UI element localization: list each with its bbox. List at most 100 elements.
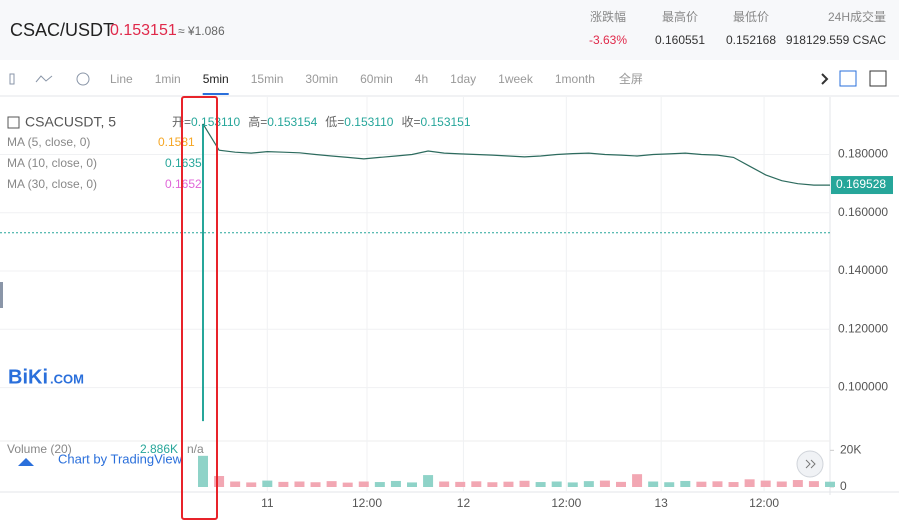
- volume-tick-label: 0: [840, 479, 847, 493]
- volume-bar: [390, 480, 401, 487]
- study-name: MA (10, close, 0): [7, 156, 97, 170]
- volume-bar: [294, 481, 305, 487]
- ohlc-label: 收=: [401, 115, 420, 129]
- interval-tab[interactable]: 1month: [555, 72, 595, 86]
- stat-value: -3.63%: [589, 33, 627, 47]
- y-tick-label: 0.180000: [838, 147, 888, 161]
- highlight-box: [181, 96, 218, 520]
- volume-bar: [310, 482, 321, 487]
- interval-tab[interactable]: Line: [110, 72, 133, 86]
- y-tick-label: 0.160000: [838, 205, 888, 219]
- volume-bar: [358, 481, 369, 487]
- ohlc-label: 低=: [325, 115, 344, 129]
- x-tick-label: 12: [457, 496, 471, 510]
- ohlc-value: 0.153154: [267, 115, 317, 129]
- go-latest-arrow: [805, 459, 816, 469]
- volume-bar: [744, 479, 755, 487]
- logo-suffix: .COM: [50, 371, 84, 386]
- scroll-right[interactable]: [821, 73, 829, 85]
- volume-value: 2.886K: [140, 442, 178, 456]
- stat-label: 最高价: [662, 9, 698, 24]
- candle-icon[interactable]: [9, 73, 15, 85]
- depth-icon[interactable]: [869, 70, 887, 87]
- last-price: 0.153151: [110, 22, 177, 39]
- x-tick-label: 13: [655, 496, 669, 510]
- stat-value: 918129.559 CSAC: [786, 33, 886, 47]
- study-value: 0.1635: [165, 156, 202, 170]
- study-name: MA (30, close, 0): [7, 177, 97, 191]
- interval-tab[interactable]: 1week: [498, 72, 534, 86]
- ohlc-value: 0.153110: [344, 115, 393, 129]
- volume-bar: [503, 481, 514, 487]
- volume-bar: [519, 480, 530, 487]
- stat-label: 24H成交量: [828, 9, 886, 24]
- volume-bar: [616, 481, 626, 487]
- volume-bar: [664, 482, 675, 487]
- study-name: MA (5, close, 0): [7, 135, 90, 149]
- x-tick-label: 12:00: [749, 496, 779, 510]
- y-tick-label: 0.140000: [838, 263, 888, 277]
- volume-bar: [455, 481, 466, 487]
- volume-bar: [423, 475, 434, 487]
- volume-bar: [342, 482, 353, 487]
- line-icon[interactable]: [35, 75, 53, 83]
- symbol: CSACUSDT, 5: [25, 114, 116, 130]
- study-value: 0.1652: [165, 177, 202, 191]
- volume-bar: [712, 481, 723, 487]
- collapse-box: [7, 116, 20, 129]
- header-bg: [0, 0, 899, 60]
- volume-bar: [535, 482, 546, 487]
- volume-bar: [728, 482, 739, 487]
- y-tick-label: 0.120000: [838, 321, 888, 335]
- pair: CSAC/USDT: [10, 20, 114, 40]
- tv-logo: [18, 458, 34, 466]
- study-value: 0.1581: [158, 135, 195, 149]
- interval-tab[interactable]: 全屏: [619, 71, 643, 86]
- settings-icon[interactable]: [76, 72, 90, 86]
- volume-bar: [696, 481, 707, 487]
- x-tick-label: 11: [261, 496, 274, 510]
- last-value-box: [831, 176, 893, 195]
- volume-bar: [599, 480, 610, 487]
- ohlc-value: 0.153151: [420, 115, 470, 129]
- stat-value: 0.160551: [655, 33, 705, 47]
- last-value-label: 0.169528: [836, 177, 886, 191]
- interval-tab[interactable]: 30min: [305, 72, 338, 86]
- volume-bar: [439, 481, 450, 487]
- ohlc-value: 0.153110: [191, 115, 240, 129]
- x-tick-label: 12:00: [551, 496, 581, 510]
- chart-type-icon[interactable]: [839, 70, 857, 87]
- volume-extra: n/a: [187, 442, 204, 456]
- volume-bar: [374, 482, 385, 487]
- volume-bar: [776, 481, 787, 487]
- toolbar-icons: [9, 70, 887, 87]
- volume-bar: [583, 481, 594, 487]
- volume-bar: [407, 482, 417, 487]
- volume-tick-label: 20K: [840, 443, 861, 457]
- volume-bar: [680, 480, 691, 487]
- volume-bar: [551, 481, 562, 487]
- volume-bar: [230, 481, 241, 487]
- volume-bar: [567, 482, 578, 487]
- interval-tab[interactable]: 4h: [415, 72, 428, 86]
- volume-bar: [246, 482, 257, 487]
- interval-tab[interactable]: 5min: [203, 72, 229, 86]
- volume-bar: [214, 476, 225, 487]
- volume-bar: [278, 481, 289, 487]
- volume-bar: [792, 480, 803, 487]
- attribution: Chart by TradingView: [58, 451, 183, 466]
- logo: BiKi: [8, 366, 48, 388]
- volume-bar: [648, 481, 659, 487]
- volume-bar: [326, 481, 337, 487]
- price-line: [202, 123, 830, 186]
- volume-bar: [198, 455, 208, 487]
- volume-bar: [262, 480, 273, 487]
- volume-bar: [825, 481, 835, 487]
- interval-tab[interactable]: 1day: [450, 72, 476, 86]
- interval-tab[interactable]: 1min: [155, 72, 181, 86]
- interval-tab[interactable]: 60min: [360, 72, 393, 86]
- volume-bar: [760, 480, 771, 487]
- interval-tab[interactable]: 15min: [251, 72, 284, 86]
- volume-bar: [487, 482, 498, 487]
